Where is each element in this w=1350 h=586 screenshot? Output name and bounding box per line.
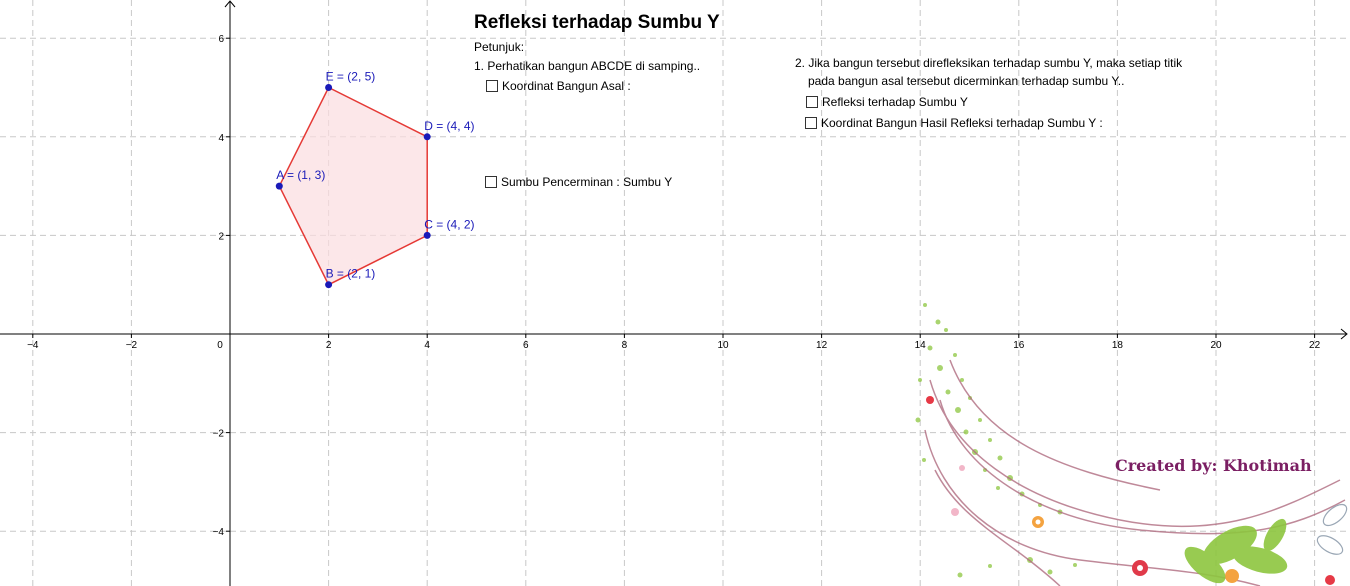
x-tick-label: 2 xyxy=(326,340,332,351)
x-tick-label: 0 xyxy=(217,340,223,351)
instruction-step-1: 1. Perhatikan bangun ABCDE di samping.. xyxy=(474,59,701,73)
checkbox-koordinat-bangun-asal[interactable]: Koordinat Bangun Asal : xyxy=(486,79,631,93)
point-label-d: D = (4, 4) xyxy=(424,119,474,133)
x-tick-label: 18 xyxy=(1112,340,1124,351)
checkbox-label: Koordinat Bangun Asal : xyxy=(502,79,631,93)
instruction-step-2-line-2: pada bangun asal tersebut dicerminkan te… xyxy=(808,74,1125,88)
point-label-a: A = (1, 3) xyxy=(276,168,325,182)
checkbox-label: Sumbu Pencerminan : Sumbu Y xyxy=(501,175,673,189)
x-tick-label: 20 xyxy=(1210,340,1222,351)
x-tick-label: 10 xyxy=(717,340,729,351)
credit-text: Created by: Khotimah xyxy=(1115,456,1312,475)
x-tick-label: 8 xyxy=(622,340,628,351)
x-tick-label: −4 xyxy=(27,340,39,351)
checkbox-refleksi[interactable]: Refleksi terhadap Sumbu Y xyxy=(806,95,968,109)
y-tick-label: 2 xyxy=(218,231,224,242)
y-tick-label: −2 xyxy=(213,429,225,440)
checkbox-square-icon[interactable] xyxy=(806,96,818,108)
x-tick-label: 6 xyxy=(523,340,529,351)
polygon-points: A = (1, 3) B = (2, 1) C = (4, 2) D = (4, 4)… xyxy=(275,70,475,289)
point-b[interactable] xyxy=(325,281,333,289)
x-tick-label: 12 xyxy=(816,340,828,351)
instruction-step-2-line-1: 2. Jika bangun tersebut direfleksikan te… xyxy=(795,56,1183,70)
x-tick-label: 22 xyxy=(1309,340,1321,351)
point-a[interactable] xyxy=(275,182,283,190)
point-label-e: E = (2, 5) xyxy=(326,70,376,84)
point-e[interactable] xyxy=(325,84,333,91)
point-d[interactable] xyxy=(423,133,431,141)
page-title: Refleksi terhadap Sumbu Y xyxy=(474,12,720,33)
x-tick-label: 14 xyxy=(915,340,927,351)
floral-decoration-icon xyxy=(915,303,1348,586)
checkbox-label: Koordinat Bangun Hasil Refleksi terhadap… xyxy=(821,116,1103,130)
polygon-abcde[interactable] xyxy=(278,86,428,286)
point-c[interactable] xyxy=(423,231,431,239)
x-tick-label: −2 xyxy=(126,340,138,351)
checkbox-square-icon[interactable] xyxy=(485,176,497,188)
y-axis-arrow-icon xyxy=(224,0,236,8)
tick-labels: −4 −2 0 2 4 6 8 10 12 14 16 18 20 22 −4 −2 2 4 6 xyxy=(27,34,1321,538)
checkbox-label: Refleksi terhadap Sumbu Y xyxy=(822,95,968,109)
y-tick-label: 4 xyxy=(218,133,224,144)
y-tick-label: 6 xyxy=(218,34,224,45)
point-label-b: B = (2, 1) xyxy=(326,267,376,281)
polygon-shape[interactable] xyxy=(278,86,428,286)
x-tick-label: 16 xyxy=(1013,340,1025,351)
y-tick-label: −4 xyxy=(213,527,225,538)
x-axis-arrow-icon xyxy=(1340,328,1348,340)
checkbox-square-icon[interactable] xyxy=(805,117,817,129)
checkbox-square-icon[interactable] xyxy=(486,80,498,92)
checkbox-koordinat-hasil[interactable]: Koordinat Bangun Hasil Refleksi terhadap… xyxy=(805,116,1103,130)
checkbox-sumbu-pencerminan[interactable]: Sumbu Pencerminan : Sumbu Y xyxy=(485,175,672,189)
point-label-c: C = (4, 2) xyxy=(424,217,474,231)
x-tick-label: 4 xyxy=(424,340,430,351)
instructions-header: Petunjuk: xyxy=(474,40,525,54)
